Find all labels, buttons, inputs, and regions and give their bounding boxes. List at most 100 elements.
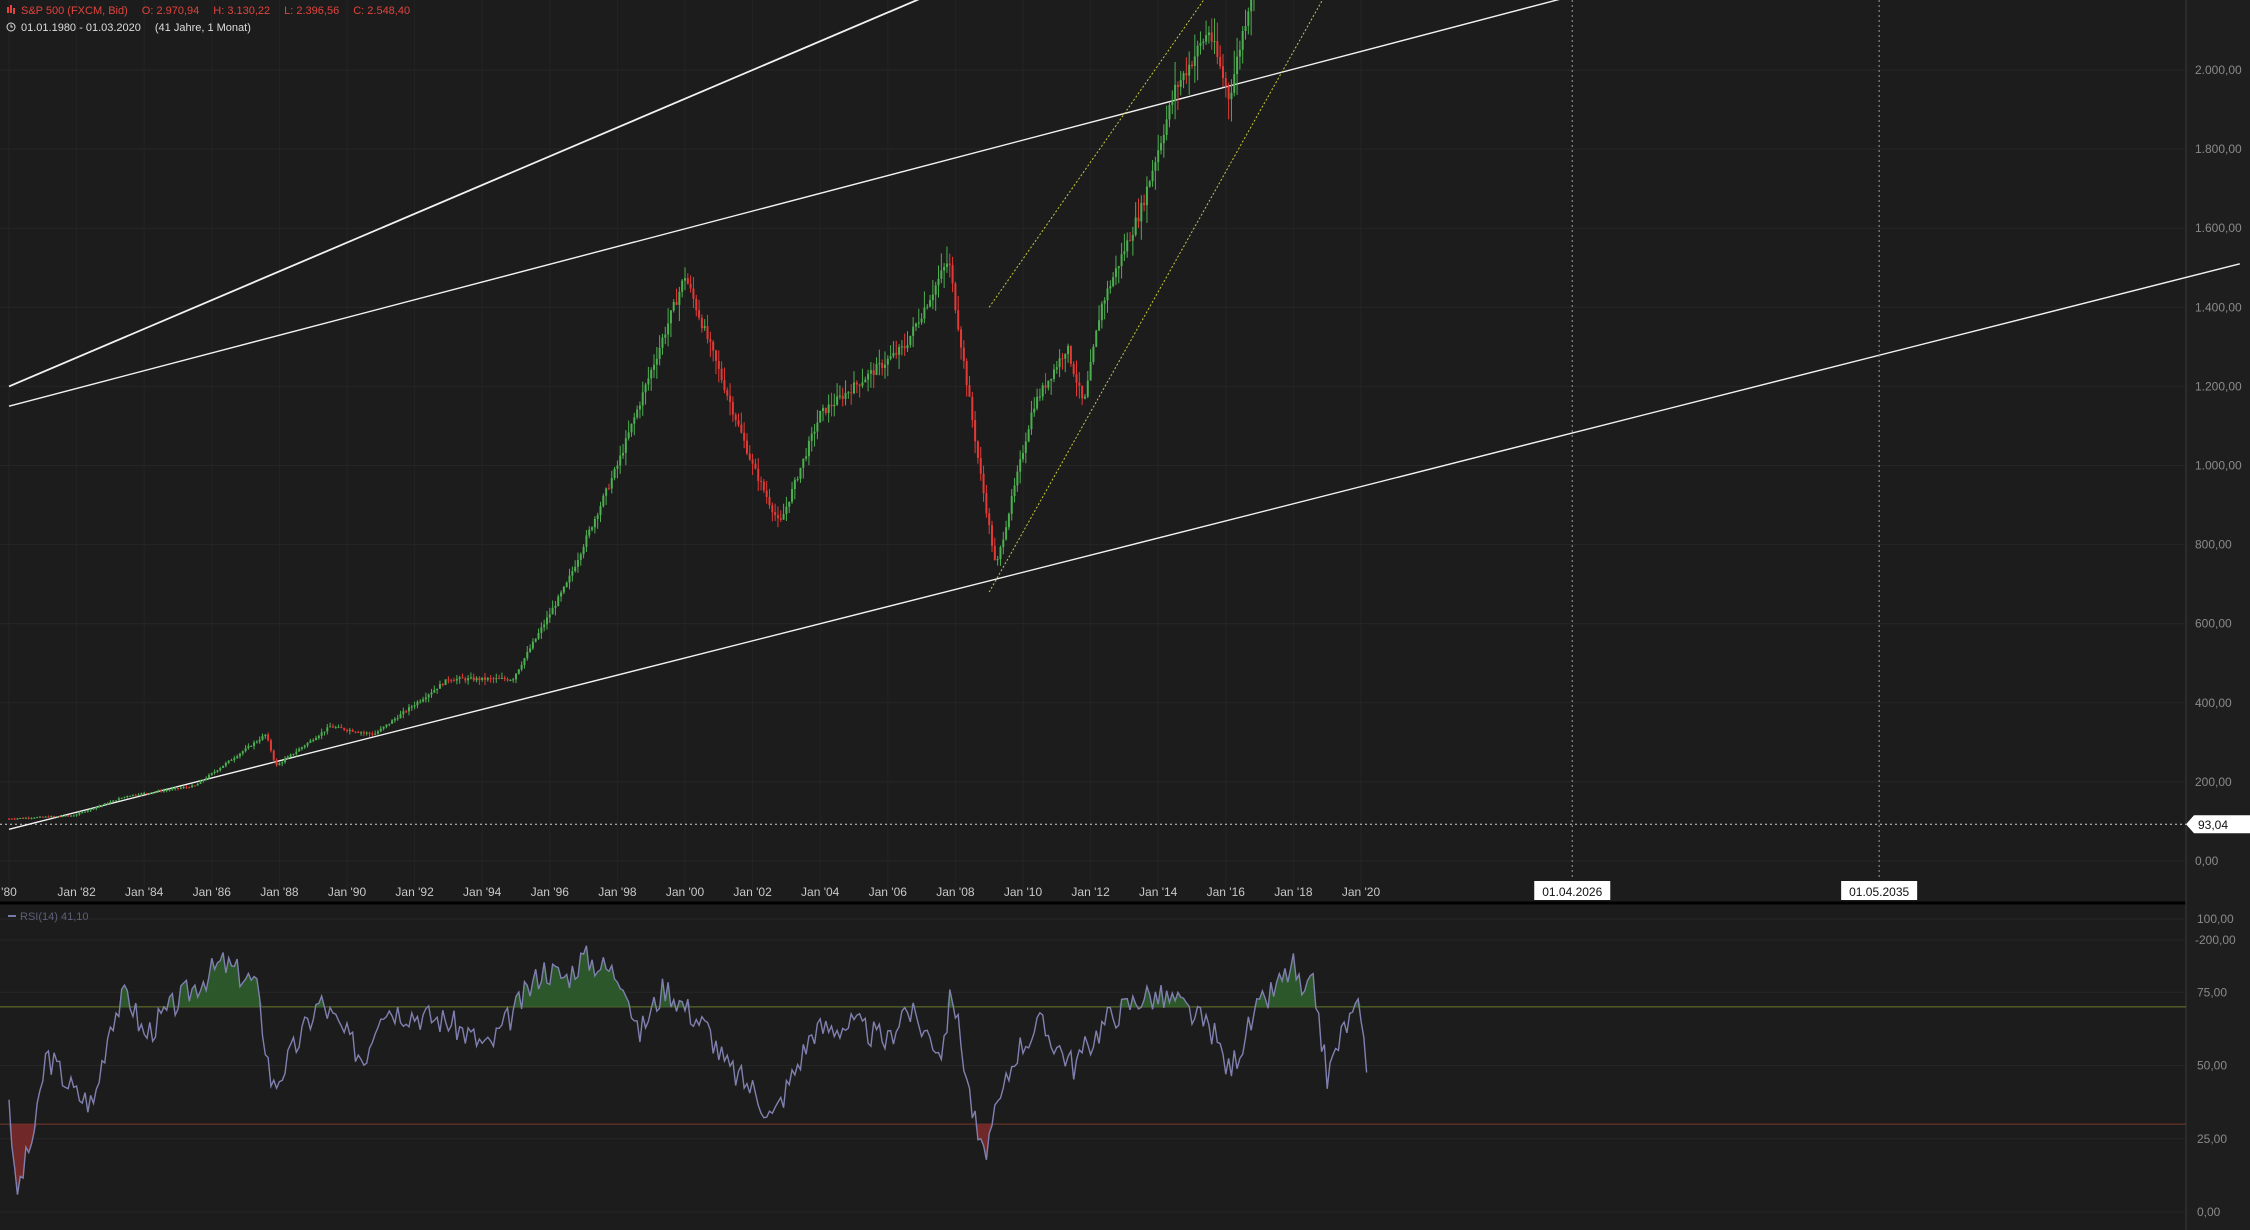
- price-tick-label: 1.000,00: [2195, 459, 2242, 473]
- candle-body: [1120, 254, 1123, 267]
- candle-body: [1148, 181, 1151, 187]
- candle-body: [844, 392, 847, 399]
- candle-body: [106, 803, 109, 805]
- candle-body: [675, 302, 678, 305]
- candle-body: [971, 396, 974, 420]
- candle-body: [92, 808, 95, 810]
- time-tick-label: Jan '92: [395, 885, 434, 899]
- chart-type-icon[interactable]: [6, 5, 16, 15]
- candle-body: [309, 740, 312, 743]
- candle-body: [929, 300, 932, 307]
- candle-body: [1129, 240, 1132, 242]
- candle-body: [1069, 346, 1072, 364]
- candle-body: [596, 515, 599, 519]
- rsi-zones: [0, 1006, 2186, 1125]
- candle-body: [754, 463, 757, 469]
- candle-body: [1137, 217, 1140, 222]
- candle-body: [413, 705, 416, 707]
- candle-body: [438, 684, 441, 689]
- time-tick-label: Jan '12: [1071, 885, 1110, 899]
- candle-body: [1010, 496, 1013, 514]
- date-markers[interactable]: 01.04.2026 01.05.2035: [1534, 0, 1918, 900]
- trend-lines[interactable]: [8, 0, 2240, 831]
- candle-body: [1002, 539, 1005, 548]
- candle-body: [419, 701, 422, 703]
- candle-body: [836, 396, 839, 405]
- candle-body: [441, 684, 444, 686]
- candle-body: [658, 347, 661, 359]
- candle-body: [540, 627, 543, 633]
- candle-body: [895, 352, 898, 355]
- time-tick-label: Jan '00: [666, 885, 705, 899]
- candle-body: [591, 527, 594, 530]
- candle-body: [371, 733, 374, 735]
- candle-body: [1219, 57, 1222, 67]
- candle-body: [447, 679, 450, 681]
- time-tick-label: Jan '02: [733, 885, 772, 899]
- candle-body: [796, 478, 799, 480]
- date-marker-box: [1841, 881, 1918, 900]
- candle-body: [120, 797, 123, 799]
- candle-body: [1162, 134, 1165, 144]
- candle-body: [98, 806, 101, 808]
- candle-body: [554, 606, 557, 608]
- candle-body: [872, 370, 875, 375]
- duration: (41 Jahre, 1 Monat): [154, 22, 251, 34]
- time-tick-label: Jan '98: [598, 885, 637, 899]
- candle-body: [424, 697, 427, 700]
- time-tick-label: Jan '10: [1004, 885, 1043, 899]
- candle-body: [954, 283, 957, 311]
- candle-body: [410, 706, 413, 708]
- candle-body: [47, 816, 50, 818]
- candle-body: [458, 677, 461, 679]
- date-range[interactable]: 01.01.1980 - 01.03.2020: [21, 22, 141, 34]
- candle-body: [1100, 303, 1103, 321]
- candle-body: [906, 345, 909, 349]
- candle-body: [537, 632, 540, 639]
- price-tick-label: 600,00: [2195, 617, 2232, 631]
- candle-body: [729, 395, 732, 403]
- candle-body: [267, 734, 270, 741]
- candle-body: [430, 692, 433, 695]
- time-tick-label: Jan '86: [193, 885, 232, 899]
- time-tick-label: Jan '90: [328, 885, 367, 899]
- candle-body: [1221, 66, 1224, 79]
- candle-body: [855, 382, 858, 385]
- candle-body: [745, 440, 748, 454]
- candle-body: [300, 747, 303, 749]
- candle-body: [875, 364, 878, 375]
- candle-body: [320, 732, 323, 736]
- candle-body: [962, 347, 965, 362]
- candle-body: [1114, 268, 1117, 278]
- candle-body: [303, 745, 306, 748]
- candle-body: [588, 529, 591, 536]
- candle-body: [503, 678, 506, 680]
- candle-body: [1064, 354, 1067, 359]
- candle-body: [543, 624, 546, 628]
- candle-body: [224, 762, 227, 766]
- time-tick-label: Jan '96: [531, 885, 570, 899]
- candle-body: [19, 817, 22, 819]
- candle-body: [991, 525, 994, 546]
- candle-body: [343, 728, 346, 730]
- candle-body: [1033, 408, 1036, 413]
- rsi-legend[interactable]: RSI(14) 41,10: [8, 911, 89, 923]
- candle-body: [1027, 429, 1030, 442]
- candle-body: [402, 711, 405, 715]
- instrument-title[interactable]: S&P 500 (FXCM, Bid): [21, 5, 128, 17]
- candle-body: [8, 818, 10, 820]
- candle-body: [1095, 330, 1098, 347]
- candle-body: [709, 339, 712, 342]
- candle-body: [1238, 49, 1241, 57]
- candle-body: [748, 453, 751, 460]
- candle-body: [30, 817, 33, 819]
- rsi-tick-label: 0,00: [2197, 1205, 2221, 1219]
- candle-body: [216, 770, 219, 772]
- candle-body: [247, 746, 250, 749]
- clock-icon[interactable]: [6, 22, 16, 32]
- candle-body: [55, 816, 58, 818]
- candle-body: [16, 818, 19, 820]
- candle-body: [467, 678, 470, 681]
- candle-body: [171, 788, 174, 790]
